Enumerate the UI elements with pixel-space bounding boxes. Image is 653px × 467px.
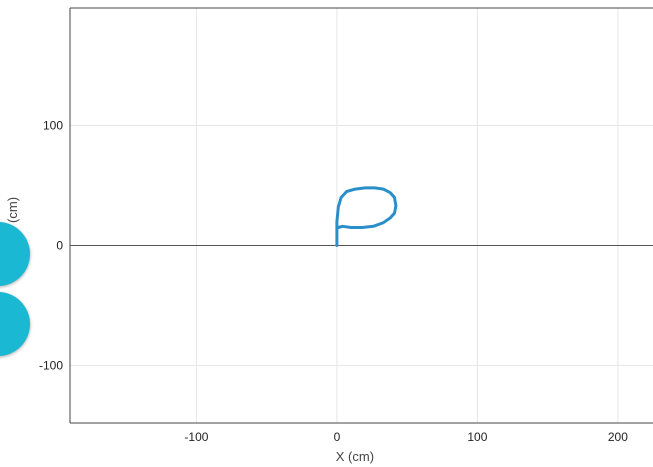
- y-tick-label: 100: [43, 119, 63, 133]
- x-tick-label: 100: [467, 430, 487, 444]
- axes-layer: [69, 7, 653, 424]
- grid-layer: [70, 8, 653, 423]
- x-tick-label: 200: [608, 430, 628, 444]
- series-layer: [335, 186, 398, 247]
- y-tick-label: -100: [39, 358, 63, 372]
- x-axis-title: X (cm): [336, 449, 374, 464]
- trajectory-line: [335, 186, 398, 247]
- y-tick-label: 0: [56, 238, 63, 252]
- x-tick-label: 0: [334, 430, 341, 444]
- x-tick-label: -100: [184, 430, 208, 444]
- tick-layer: -100 0 100 200 -100 0 100: [39, 119, 628, 444]
